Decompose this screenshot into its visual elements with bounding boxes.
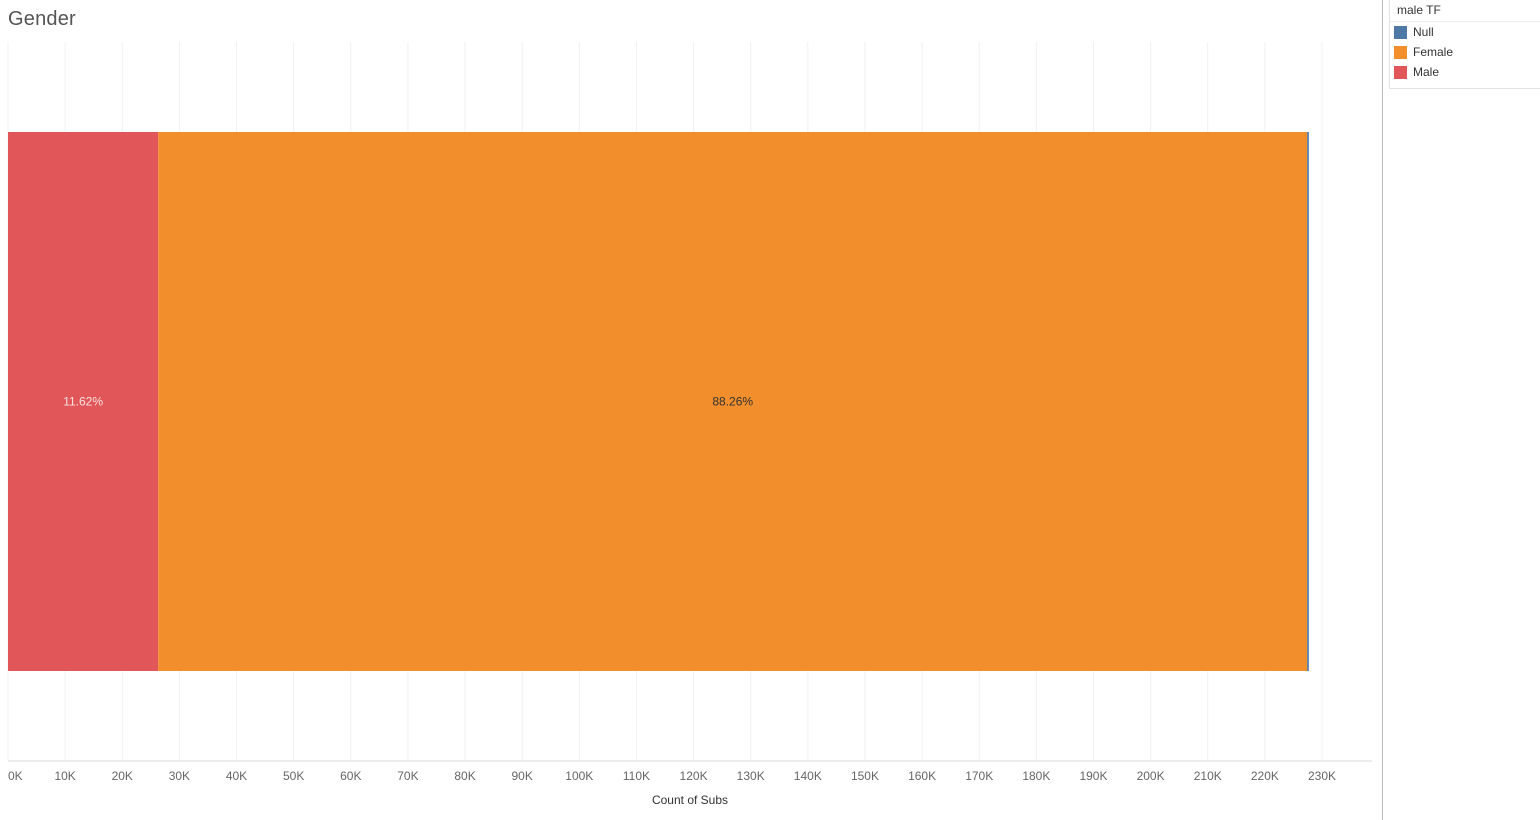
x-tick-label: 200K — [1137, 769, 1165, 783]
x-tick-label: 0K — [8, 769, 23, 783]
x-tick-label: 120K — [680, 769, 708, 783]
bar-segment-null[interactable] — [1307, 132, 1309, 671]
x-tick-label: 220K — [1251, 769, 1279, 783]
x-tick-label: 150K — [851, 769, 879, 783]
data-labels: 11.62% 88.26% — [63, 395, 753, 409]
bar-segment-female[interactable] — [158, 132, 1308, 671]
x-tick-label: 50K — [283, 769, 304, 783]
x-tick-label: 30K — [169, 769, 190, 783]
bar-segment-male[interactable] — [8, 132, 159, 671]
legend-label-female: Female — [1413, 45, 1454, 59]
x-tick-label: 40K — [226, 769, 247, 783]
x-tick-label: 70K — [397, 769, 418, 783]
legend-item-male[interactable]: Male — [1390, 62, 1540, 82]
legend-item-female[interactable]: Female — [1390, 42, 1540, 62]
x-tick-label: 100K — [565, 769, 593, 783]
x-tick-label: 160K — [908, 769, 936, 783]
chart-title: Gender — [8, 8, 76, 30]
x-tick-label: 180K — [1022, 769, 1050, 783]
legend-swatch-null — [1394, 25, 1407, 39]
data-label-female: 88.26% — [712, 395, 753, 409]
x-tick-label: 210K — [1194, 769, 1222, 783]
x-tick-label: 80K — [454, 769, 475, 783]
x-tick-label: 20K — [112, 769, 133, 783]
x-tick-label: 190K — [1079, 769, 1107, 783]
legend-title: male TF — [1390, 0, 1540, 22]
x-axis-ticks: 0K 10K 20K 30K 40K 50K 60K 70K 80K 90K 100K 110K 120… — [8, 769, 1336, 783]
legend-item-null[interactable]: Null — [1390, 22, 1540, 42]
chart-area: 11.62% 88.26% 0K 10K 20K 30K 40K 50K 60K 70K 80K 9… — [7, 42, 1372, 807]
x-tick-label: 130K — [737, 769, 765, 783]
legend: male TF Null Female Male — [1389, 0, 1540, 89]
legend-swatch-male — [1394, 65, 1407, 79]
legend-swatch-female — [1394, 45, 1407, 59]
legend-label-male: Male — [1413, 65, 1440, 79]
x-tick-label: 90K — [511, 769, 532, 783]
x-tick-label: 230K — [1308, 769, 1336, 783]
legend-sidebar: male TF Null Female Male — [1382, 0, 1540, 820]
legend-label-null: Null — [1413, 25, 1434, 39]
x-tick-label: 60K — [340, 769, 361, 783]
x-tick-label: 110K — [623, 769, 650, 783]
x-tick-label: 170K — [965, 769, 993, 783]
x-tick-label: 10K — [54, 769, 75, 783]
x-axis-label: Count of Subs — [652, 793, 728, 807]
x-tick-label: 140K — [794, 769, 822, 783]
bar-stack — [8, 132, 1309, 671]
data-label-male: 11.62% — [63, 395, 103, 409]
